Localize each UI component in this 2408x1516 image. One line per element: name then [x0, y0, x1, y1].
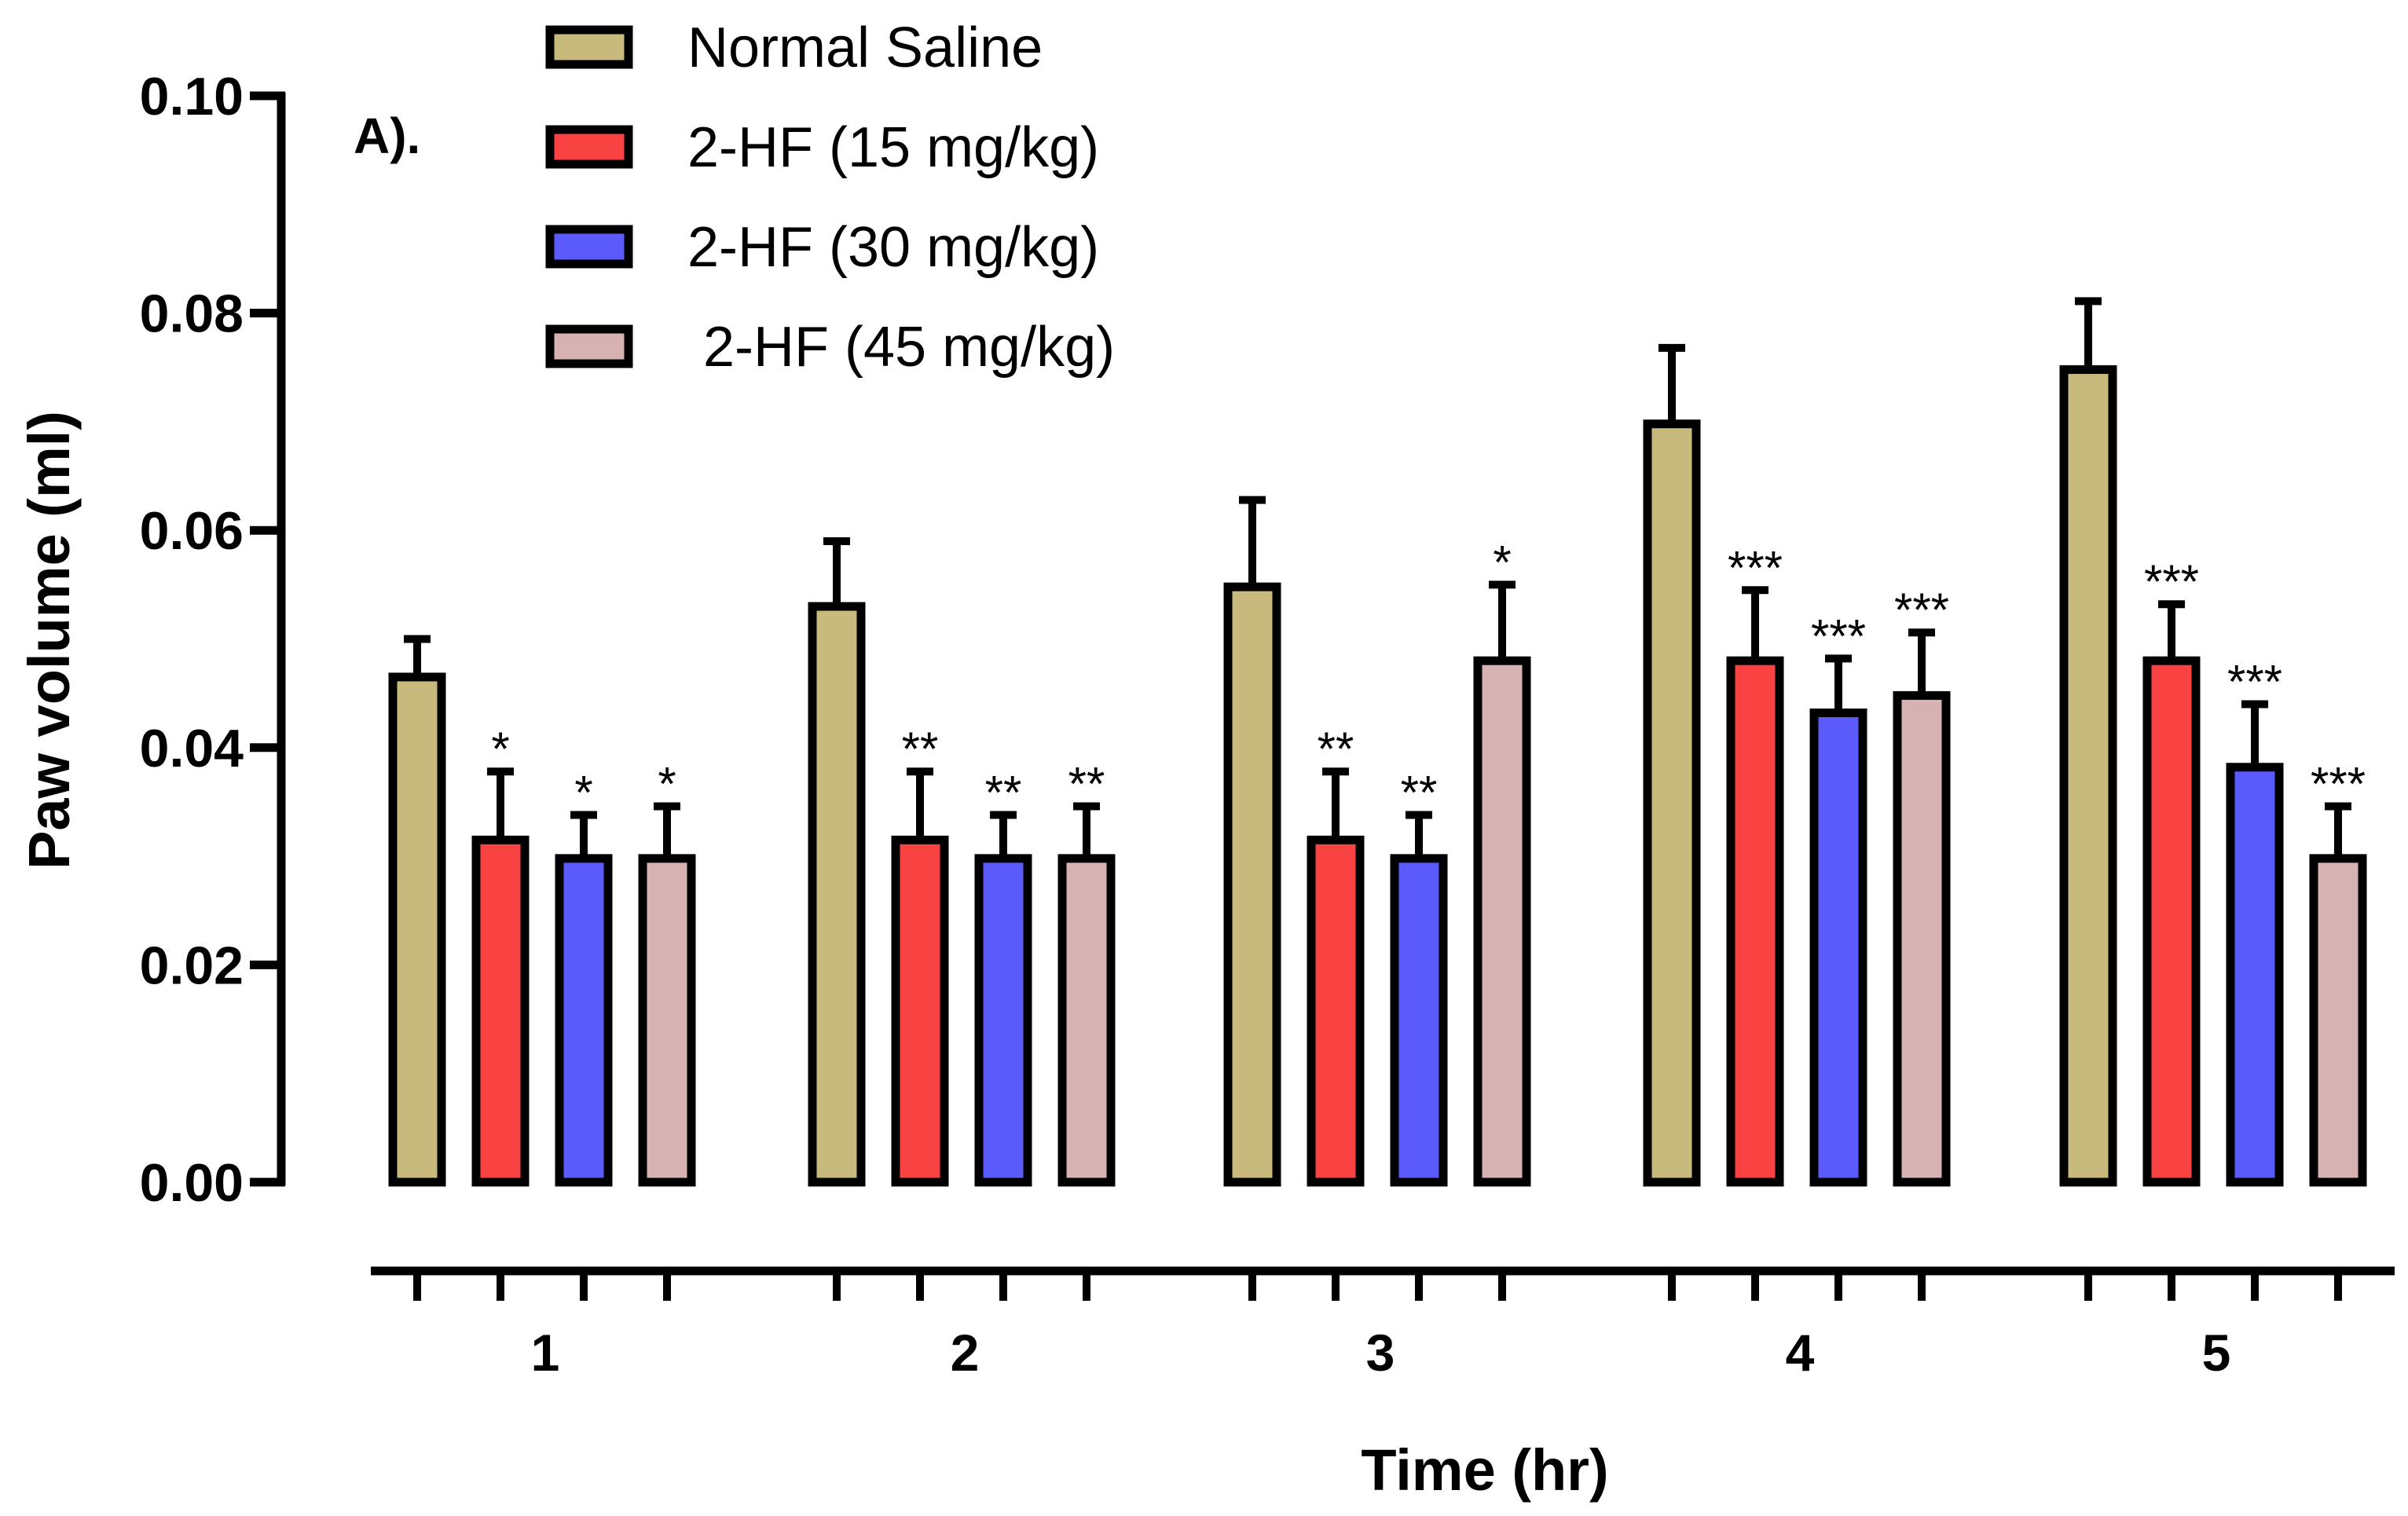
legend-swatch — [545, 324, 633, 368]
significance-label: ** — [1401, 767, 1438, 819]
bar — [555, 854, 613, 1187]
significance-label: *** — [1728, 541, 1783, 594]
significance-label: ** — [1318, 723, 1354, 775]
legend-swatch — [545, 25, 633, 69]
significance-label: *** — [2227, 655, 2282, 708]
bar — [1809, 709, 1867, 1187]
significance-label: ** — [902, 723, 939, 775]
y-axis: 0.00 0.02 0.04 0.06 0.08 0.10 — [140, 67, 286, 1213]
bar — [2142, 656, 2201, 1187]
significance-label: *** — [2144, 555, 2199, 608]
bar — [1057, 854, 1116, 1187]
y-tick-label: 0.02 — [140, 936, 244, 995]
legend-label: 2-HF (15 mg/kg) — [687, 116, 1099, 179]
significance-label: *** — [1894, 584, 1949, 636]
y-tick-label: 0.04 — [140, 719, 244, 778]
significance-label: ** — [1068, 757, 1105, 810]
bar — [2059, 365, 2117, 1187]
significance-label: *** — [2311, 757, 2366, 810]
x-tick-label: 1 — [531, 1324, 560, 1382]
x-axis-title: Time (hr) — [1361, 1437, 1608, 1503]
significance-label: * — [658, 757, 676, 810]
legend: Normal Saline 2-HF (15 mg/kg) 2-HF (30 mg/… — [545, 16, 1115, 379]
bar — [2309, 854, 2367, 1187]
bar — [471, 835, 530, 1187]
bar — [388, 672, 446, 1187]
bar — [891, 835, 949, 1187]
bar — [1643, 419, 1701, 1187]
y-tick-label: 0.00 — [140, 1153, 244, 1213]
bar — [1726, 656, 1784, 1187]
x-tick-label: 2 — [951, 1324, 980, 1382]
y-tick-label: 0.10 — [140, 67, 244, 126]
bar — [1307, 835, 1365, 1187]
legend-swatch — [545, 225, 633, 269]
y-axis-title: Paw volume (ml) — [16, 411, 82, 870]
bar — [1893, 690, 1951, 1187]
significance-label: *** — [1811, 610, 1866, 662]
bar — [808, 602, 866, 1187]
bars: ** ***** ******* ****** ************ — [388, 297, 2367, 1187]
x-tick-label: 5 — [2202, 1324, 2231, 1382]
legend-swatch — [545, 125, 633, 169]
bar — [974, 854, 1032, 1187]
bar — [1390, 854, 1448, 1187]
significance-label: ** — [985, 767, 1022, 819]
x-tick-label: 4 — [1786, 1324, 1815, 1382]
legend-label: 2-HF (45 mg/kg) — [687, 316, 1115, 379]
bar — [1473, 656, 1531, 1187]
legend-label: 2-HF (30 mg/kg) — [687, 216, 1099, 279]
bar — [2226, 763, 2284, 1187]
significance-label: * — [491, 723, 509, 775]
x-tick-label: 3 — [1366, 1324, 1395, 1382]
x-axis: 1 2 3 4 5 — [371, 1266, 2395, 1382]
panel-label: A). — [354, 108, 420, 164]
significance-label: * — [574, 767, 592, 819]
y-tick-label: 0.08 — [140, 284, 244, 344]
bar — [1223, 582, 1281, 1187]
bar — [638, 854, 696, 1187]
legend-label: Normal Saline — [687, 16, 1043, 79]
y-tick-label: 0.06 — [140, 501, 244, 561]
significance-label: * — [1493, 536, 1511, 588]
